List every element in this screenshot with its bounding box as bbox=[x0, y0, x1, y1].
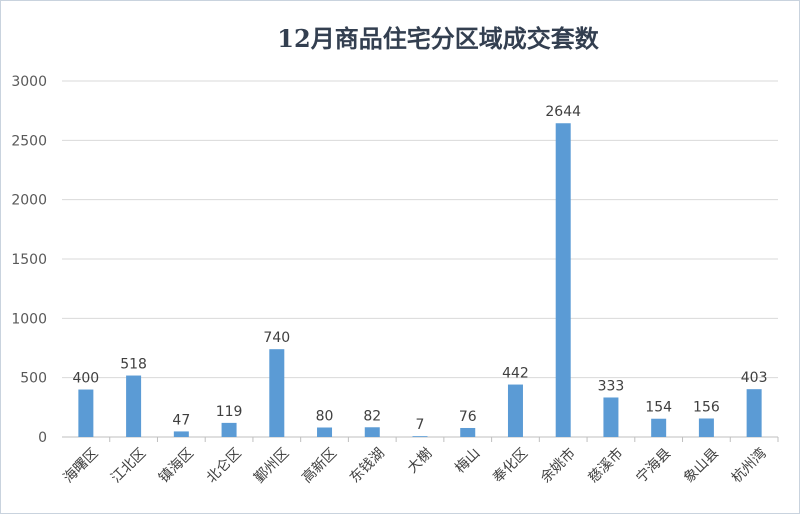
x-tick-label: 江北区 bbox=[108, 445, 149, 486]
bar bbox=[173, 431, 189, 437]
bar bbox=[317, 427, 333, 437]
data-label: 80 bbox=[316, 409, 334, 425]
bar bbox=[651, 418, 667, 437]
x-tick-label: 慈溪市 bbox=[585, 445, 627, 487]
bar bbox=[746, 389, 762, 437]
bar bbox=[507, 384, 523, 437]
bars bbox=[78, 123, 762, 437]
data-label: 400 bbox=[72, 371, 99, 387]
data-label: 119 bbox=[216, 404, 243, 420]
chart-title: 12月商品住宅分区域成交套数 bbox=[277, 24, 599, 53]
data-label: 154 bbox=[645, 400, 672, 416]
data-label: 2644 bbox=[545, 104, 581, 120]
bar bbox=[269, 349, 285, 437]
data-labels: 400 518 47 119 740 80 82 7 76 442 2644 333 154 156 403 bbox=[72, 104, 767, 433]
data-label: 156 bbox=[693, 399, 720, 415]
y-tick-label: 1500 bbox=[11, 252, 47, 268]
x-tick-label: 东钱湖 bbox=[347, 445, 388, 486]
x-tick-label: 北仑区 bbox=[204, 445, 245, 486]
y-tick-label: 3000 bbox=[11, 74, 47, 90]
bar bbox=[555, 123, 571, 437]
x-tick-label: 余姚市 bbox=[537, 445, 579, 487]
data-label: 47 bbox=[172, 412, 190, 428]
x-tick-label: 象山县 bbox=[681, 445, 722, 486]
x-tick-label: 镇海区 bbox=[156, 445, 197, 486]
x-tick-label: 杭州湾 bbox=[728, 445, 770, 487]
y-tick-label: 2500 bbox=[11, 133, 47, 149]
data-label: 740 bbox=[263, 330, 290, 346]
y-tick-label: 0 bbox=[38, 430, 47, 446]
data-label: 333 bbox=[598, 378, 625, 394]
x-tick-label: 梅山 bbox=[452, 445, 483, 476]
bar bbox=[364, 427, 380, 437]
bar bbox=[126, 375, 142, 437]
bar bbox=[698, 418, 714, 437]
bar bbox=[78, 389, 94, 437]
bar bbox=[603, 397, 619, 437]
x-tick-label: 鄞州区 bbox=[251, 445, 292, 486]
x-tick-label: 宁海县 bbox=[633, 445, 675, 487]
data-label: 7 bbox=[416, 417, 425, 433]
x-axis-ticks: 海曙区 江北区 镇海区 北仑区 鄞州区 高新区 东钱湖 大榭 梅山 奉化区 余姚市 慈溪市 宁海县 象山县… bbox=[60, 437, 779, 487]
y-axis-ticks: 0 500 1000 1500 2000 2500 3000 bbox=[11, 74, 47, 446]
x-tick-label: 海曙区 bbox=[60, 445, 101, 486]
x-tick-label: 高新区 bbox=[298, 445, 340, 487]
y-tick-label: 2000 bbox=[11, 193, 47, 209]
x-tick-label: 奉化区 bbox=[490, 445, 531, 486]
bar bbox=[460, 427, 476, 437]
data-label: 442 bbox=[502, 366, 529, 382]
x-tick-label: 大榭 bbox=[404, 445, 435, 476]
data-label: 518 bbox=[120, 357, 147, 373]
data-label: 403 bbox=[741, 370, 768, 386]
data-label: 76 bbox=[459, 409, 477, 425]
bar bbox=[412, 436, 428, 437]
data-label: 82 bbox=[363, 408, 381, 424]
bar bbox=[221, 422, 237, 437]
y-tick-label: 1000 bbox=[11, 311, 47, 327]
y-tick-label: 500 bbox=[20, 371, 47, 387]
gridlines bbox=[62, 80, 778, 438]
